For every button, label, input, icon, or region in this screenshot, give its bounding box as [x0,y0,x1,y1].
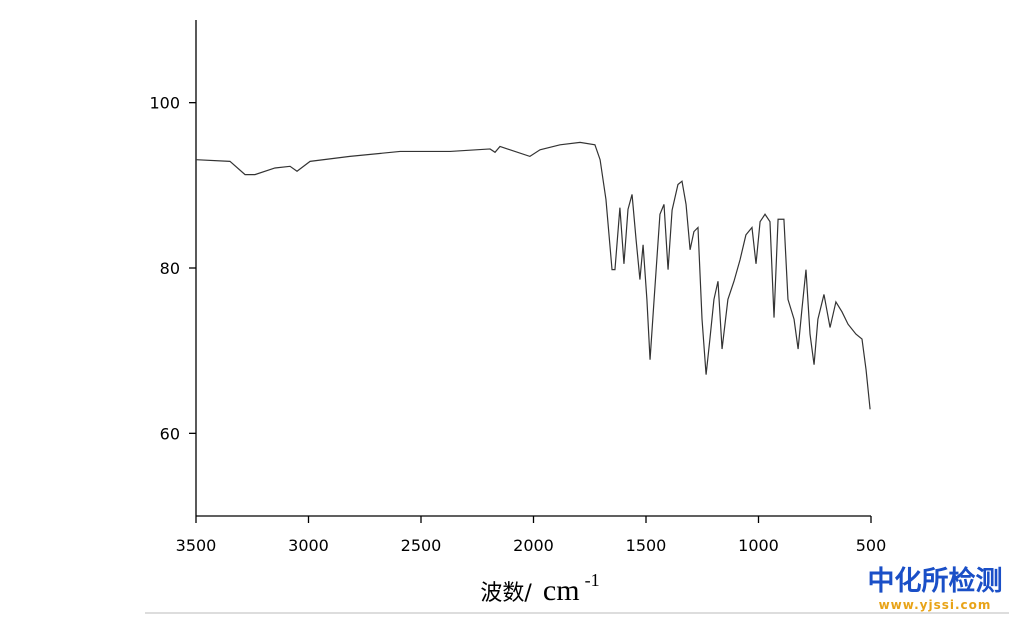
x-axis-label: 波数/ cm -1 [480,570,599,607]
spectrum-line [195,141,871,410]
x-label-unit: cm [543,574,580,607]
y-tick-label: 60 [160,424,180,443]
x-tick-label: 1500 [626,536,667,555]
watermark-url: www.yjssi.com [879,598,992,612]
watermark: 中化所检测 [868,565,1003,597]
x-tick-label: 2500 [401,536,442,555]
x-tick-label: 3000 [288,536,329,555]
y-tick-label: 80 [160,259,180,278]
x-tick-label: 1000 [738,536,779,555]
y-tick-label: 100 [149,94,180,113]
x-label-text: 波数/ [480,581,532,606]
x-label-power: -1 [585,570,600,590]
x-tick-label: 2000 [513,536,554,555]
x-tick-label: 500 [856,536,887,555]
x-tick-label: 3500 [176,536,217,555]
